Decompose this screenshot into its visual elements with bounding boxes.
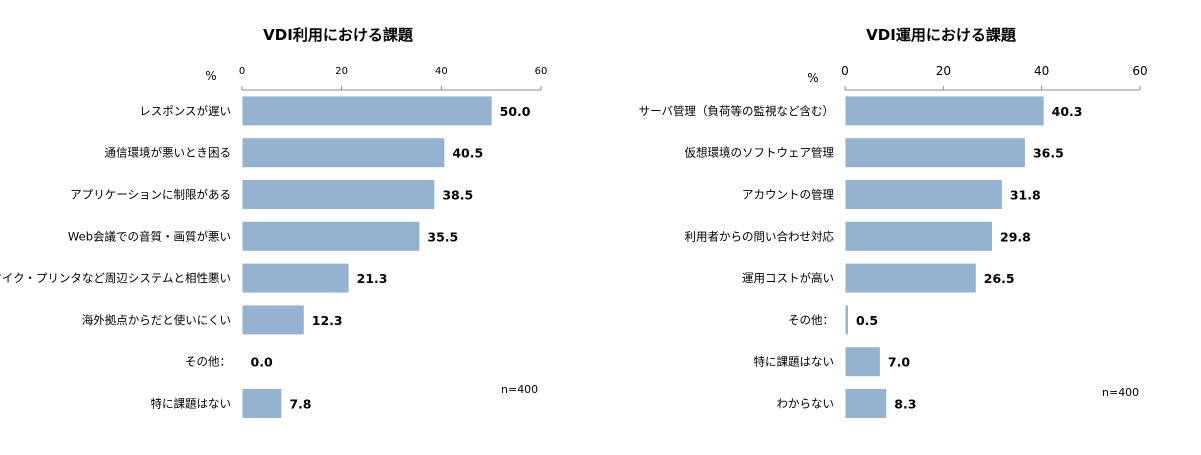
chart2-title: VDI運用における課題 [866,26,1017,44]
chart2-bar-2 [845,180,1002,209]
chart2-category-label-4: 運用コストが高い [742,271,834,285]
chart1-category-label-4: マイク・プリンタなど周辺システムと相性悪い [0,271,231,285]
chart1-category-label-0: レスポンスが遅い [139,104,231,118]
chart1-value-label-0: 50.0 [500,104,531,119]
chart1-value-label-3: 35.5 [427,229,458,244]
chart2-value-label-0: 40.3 [1052,104,1083,119]
chart1-note: n=400 [501,383,538,396]
chart1-category-label-3: Web会議での音質・画質が悪い [68,229,231,243]
chart1-value-label-1: 40.5 [452,146,483,161]
chart2-unit-label: % [807,71,818,85]
chart1-unit-label: % [205,69,216,83]
chart2-category-label-5: その他： [788,313,834,327]
chart2-category-label-3: 利用者からの問い合わせ対応 [685,229,835,243]
chart2-tick-label-3: 60 [1132,64,1147,78]
chart1-title: VDI利用における課題 [263,26,414,44]
chart2-bar-3 [845,221,993,251]
chart1-tick-label-1: 20 [335,66,348,77]
chart1-category-label-1: 通信環境が悪いとき困る [105,146,232,160]
chart1-category-label-2: アプリケーションに制限がある [70,188,231,202]
chart1-bar-1 [242,138,445,168]
chart1-value-label-7: 7.8 [289,397,311,412]
chart2-value-label-6: 7.0 [888,355,910,370]
chart1-value-label-4: 21.3 [357,271,388,286]
chart2-category-label-1: 仮想環境のソフトウェア管理 [685,146,835,160]
chart2-bar-0 [845,96,1044,126]
chart1-value-label-2: 38.5 [442,188,473,203]
chart2-value-label-5: 0.5 [856,313,878,328]
chart2-value-label-4: 26.5 [984,271,1015,286]
chart2-tick-label-1: 20 [936,64,951,78]
chart1-tick-label-3: 60 [535,66,548,77]
chart2-category-label-7: わからない [777,397,835,411]
chart1-value-label-5: 12.3 [312,313,343,328]
chart1-bar-0 [242,96,492,126]
chart2-value-label-2: 31.8 [1010,188,1041,203]
chart2-tick-label-2: 40 [1034,64,1049,78]
chart1-category-label-6: その他： [185,355,231,369]
chart2-note: n=400 [1102,386,1139,399]
chart2-category-label-0: サーバ管理（負荷等の監視など含む） [639,104,834,118]
chart1-value-label-6: 0.0 [251,355,273,370]
chart1-bar-4 [242,263,349,293]
chart2-bar-1 [845,138,1025,168]
chart1-tick-label-2: 40 [435,66,448,77]
chart2-tick-label-0: 0 [841,64,849,78]
chart2-bar-7 [845,389,887,418]
chart2-value-label-1: 36.5 [1033,146,1064,161]
chart2-bar-6 [845,347,880,377]
chart2-category-label-2: アカウントの管理 [742,188,834,202]
chart1-tick-label-0: 0 [239,66,245,77]
chart1-category-label-5: 海外拠点からだと使いにくい [82,313,231,327]
chart2-bar-5 [845,305,848,335]
chart1-bar-2 [242,180,435,209]
chart1-bar-3 [242,221,420,251]
chart1-bar-7 [242,389,282,418]
chart1-bar-5 [242,305,304,335]
chart2-value-label-3: 29.8 [1000,229,1031,244]
chart1-category-label-7: 特に課題はない [151,397,232,411]
chart2-value-label-7: 8.3 [894,397,916,412]
chart2-category-label-6: 特に課題はない [754,355,835,369]
chart2-bar-4 [845,263,976,293]
